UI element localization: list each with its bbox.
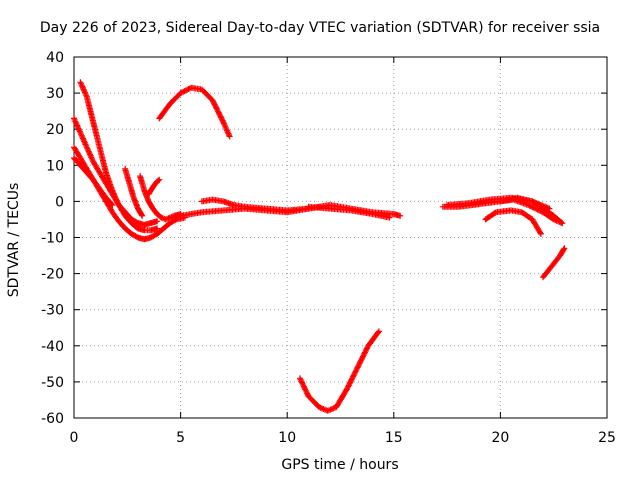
y-tick-label: 20	[46, 122, 64, 138]
y-tick-label: 30	[46, 86, 64, 102]
series-arc11	[305, 203, 393, 221]
x-tick-label: 20	[491, 430, 509, 446]
y-tick-label: 10	[46, 158, 64, 174]
y-tick-label: -60	[41, 411, 64, 427]
series-markers	[482, 207, 544, 237]
chart-title: Day 226 of 2023, Sidereal Day-to-day VTE…	[39, 20, 601, 36]
x-tick-label: 5	[176, 430, 185, 446]
x-tick-label: 10	[278, 430, 296, 446]
series-arc15	[482, 207, 544, 237]
y-tick-label: 40	[46, 50, 64, 66]
y-tick-label: -30	[41, 303, 64, 319]
y-tick-label: -40	[41, 339, 64, 355]
series-markers	[156, 84, 233, 140]
series-arc2	[71, 115, 161, 228]
series-arc5	[122, 165, 146, 219]
series-markers	[305, 203, 393, 221]
y-tick-label: -10	[41, 231, 64, 247]
series-markers	[71, 115, 161, 228]
plot-frame	[73, 56, 608, 419]
series-arc4	[71, 155, 116, 208]
x-tick-label: 0	[70, 430, 79, 446]
series-markers	[198, 196, 323, 214]
x-tick-label: 15	[385, 430, 403, 446]
y-tick-label: 0	[55, 194, 64, 210]
series-arc12	[297, 328, 382, 414]
series-arc10	[198, 196, 323, 214]
series-markers	[122, 165, 146, 219]
series-markers	[297, 328, 382, 414]
y-axis-label: SDTVAR / TECUs	[6, 182, 22, 298]
x-axis-label: GPS time / hours	[281, 457, 399, 473]
series-arc8	[156, 84, 233, 140]
series-arc7	[145, 176, 163, 198]
series-arc16	[497, 194, 566, 227]
series-markers	[71, 155, 116, 208]
y-tick-label: -50	[41, 375, 64, 391]
x-tick-label: 25	[598, 430, 616, 446]
series-arc6	[137, 173, 184, 223]
series-markers	[137, 173, 184, 223]
series-markers	[145, 176, 163, 198]
y-tick-label: -20	[41, 267, 64, 283]
series-arc17	[540, 245, 568, 281]
series-markers	[540, 245, 568, 281]
